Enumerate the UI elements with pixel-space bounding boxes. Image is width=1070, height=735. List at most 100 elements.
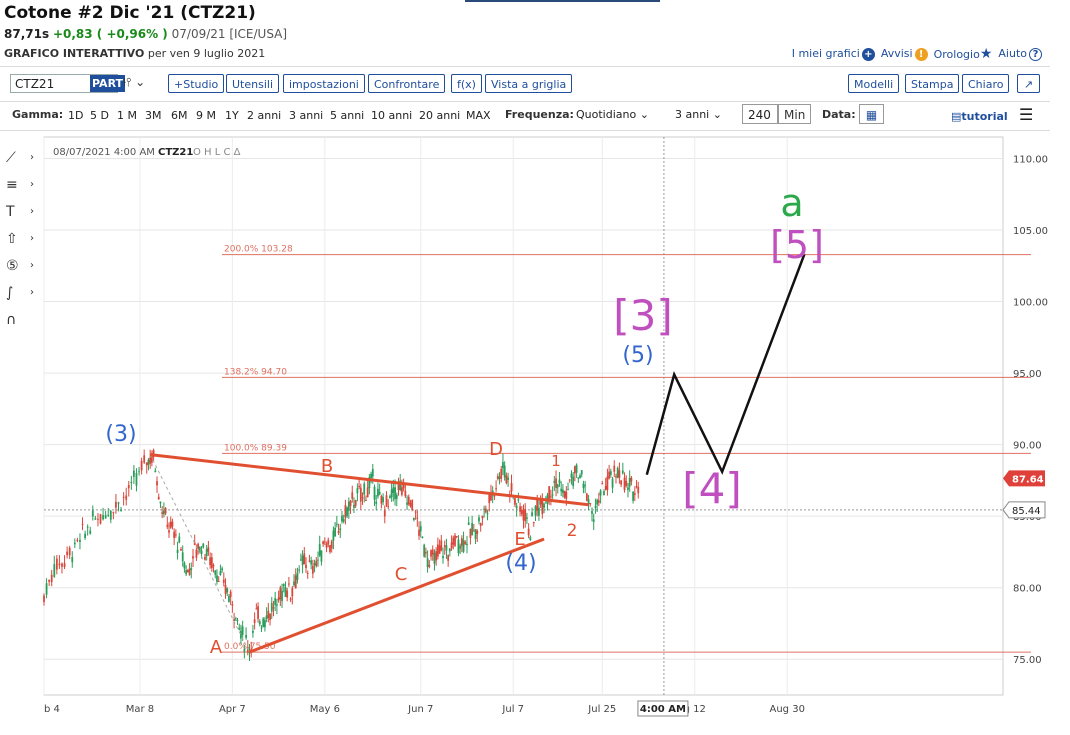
candle-body (240, 630, 242, 639)
range-6m[interactable]: 6M (171, 109, 188, 122)
candle-body (353, 504, 355, 508)
x-tick-label: Apr 7 (219, 704, 246, 715)
grid (43, 137, 1003, 695)
my-charts-link[interactable]: I miei grafici + (792, 47, 875, 61)
tutorial-link[interactable]: ▤tutorial (951, 110, 1008, 123)
range-9m[interactable]: 9 M (196, 109, 216, 122)
candle-body (248, 651, 251, 653)
candle-body (385, 495, 388, 506)
candle-body (577, 477, 580, 479)
help-link[interactable]: Aiuto? (998, 47, 1042, 61)
candle-body (130, 481, 133, 484)
candle-body (226, 588, 229, 593)
candle-body (216, 575, 218, 582)
tutorial-label: tutorial (961, 110, 1008, 123)
interval-unit[interactable]: Min (778, 104, 811, 124)
grid-view-button[interactable]: Vista a griglia (485, 74, 573, 93)
range-toolbar: Gamma: 1D 5 D 1 M 3M 6M 9 M 1Y 2 anni 3 … (0, 101, 1050, 131)
part-badge[interactable]: PART (90, 75, 126, 92)
expand-button[interactable]: ↗ (1017, 74, 1040, 93)
arrow-tool[interactable]: ⇧ › (6, 231, 38, 258)
range-max[interactable]: MAX (466, 109, 491, 122)
bars-input[interactable]: 240 (742, 104, 778, 124)
candle-body (86, 526, 89, 528)
candle-body (190, 568, 193, 571)
studio-button[interactable]: +Studio (168, 74, 225, 93)
candle-body (524, 509, 527, 522)
candle-body (317, 559, 319, 561)
magnet-tool[interactable]: ∩ (6, 312, 38, 339)
candle-body (210, 557, 213, 569)
candle-body (337, 531, 340, 534)
price-candles (43, 448, 640, 661)
candle-body (436, 544, 439, 557)
candle-body (181, 552, 184, 562)
chiaro-button[interactable]: Chiaro (962, 74, 1010, 93)
range-1m[interactable]: 1 M (117, 109, 137, 122)
candle-body (303, 553, 306, 565)
quote-line: 87,71s +0,83 ( +0,96% ) 07/09/21 [ICE/US… (4, 27, 287, 41)
x-tick-label: Aug 30 (770, 704, 805, 715)
range-5d[interactable]: 5 D (90, 109, 109, 122)
chevron-right-icon: › (30, 287, 34, 298)
candle-body (228, 596, 230, 603)
candle-body (563, 490, 566, 498)
candle-body (613, 465, 616, 472)
wave-label: [5] (770, 223, 824, 267)
candle-body (416, 517, 419, 519)
calendar-button[interactable]: ▦ (859, 104, 884, 124)
range-3m[interactable]: 3M (145, 109, 162, 122)
range-20y[interactable]: 20 anni (419, 109, 461, 122)
candle-body (561, 489, 564, 493)
modelli-button[interactable]: Modelli (848, 74, 900, 93)
fib-label: 0.0% 75.50 (224, 642, 276, 652)
wave-label: A (210, 637, 223, 658)
range-1y[interactable]: 1Y (225, 109, 239, 122)
plot-frame (43, 136, 1004, 696)
confrontare-button[interactable]: Confrontare (368, 74, 446, 93)
candle-body (630, 477, 633, 482)
candle-body (174, 534, 177, 536)
impostazioni-button[interactable]: impostazioni (283, 74, 365, 93)
candle-body (178, 536, 181, 543)
candle-body (522, 509, 525, 521)
wave-label-tool[interactable]: ⑤ › (6, 258, 38, 285)
candle-body (597, 500, 600, 503)
candle-body (159, 501, 162, 504)
text-icon: T (6, 204, 15, 220)
utensili-button[interactable]: Utensili (226, 74, 280, 93)
candle-body (637, 487, 640, 494)
period-select[interactable]: 3 anni ⌄ (675, 108, 722, 121)
chart-type-dropdown[interactable]: ⫮⫯ ⌄ (123, 75, 145, 90)
range-10y[interactable]: 10 anni (371, 109, 413, 122)
text-tool[interactable]: T › (6, 204, 38, 231)
fibonacci-icon: ≡ (6, 177, 18, 193)
range-5y[interactable]: 5 anni (330, 109, 365, 122)
candle-body (481, 515, 484, 519)
range-3y[interactable]: 3 anni (289, 109, 324, 122)
candle-body (503, 465, 506, 478)
candle-body (250, 648, 253, 650)
last-price: 87,71s (4, 27, 50, 41)
menu-icon[interactable]: ☰ (1019, 105, 1034, 124)
candle-body (599, 490, 602, 496)
fx-button[interactable]: f(x) (451, 74, 482, 93)
y-tick-label: 105.00 (1013, 226, 1048, 237)
candle-body (253, 619, 256, 624)
frequency-select[interactable]: Quotidiano ⌄ (576, 108, 649, 121)
range-1d[interactable]: 1D (68, 109, 84, 122)
trendline-tool[interactable]: ⟋ › (6, 150, 38, 177)
y-tick-label: 110.00 (1013, 154, 1048, 165)
alerts-link[interactable]: Avvisi! (881, 47, 928, 61)
candle-body (192, 556, 194, 559)
candle-body (430, 550, 432, 557)
trendline-icon: ⟋ (6, 150, 16, 166)
candle-body (582, 483, 585, 489)
candle-body (621, 470, 624, 474)
fibonacci-tool[interactable]: ≡ › (6, 177, 38, 204)
curve-tool[interactable]: ∫ › (6, 285, 38, 312)
range-2y[interactable]: 2 anni (247, 109, 282, 122)
stampa-button[interactable]: Stampa (905, 74, 960, 93)
clock-link[interactable]: Orologio★ (934, 46, 993, 62)
candle-body (243, 649, 246, 652)
